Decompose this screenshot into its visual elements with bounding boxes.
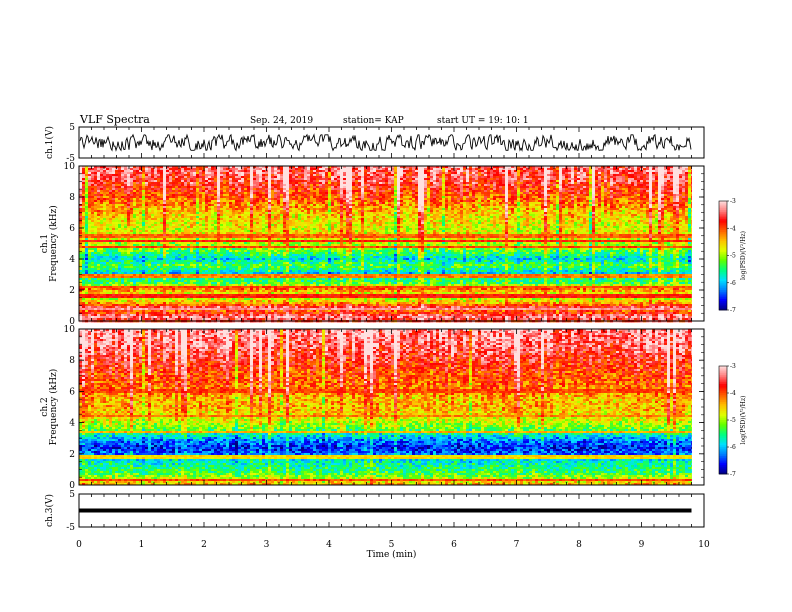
ch1-spectrogram-ytick-label: 6 bbox=[69, 224, 75, 234]
colorbar-label: log(PSD)(V²/Hz) bbox=[740, 396, 747, 445]
time-axis-label: Time (min) bbox=[367, 549, 417, 560]
time-tick-label: 9 bbox=[639, 540, 645, 550]
ch3-waveform-ytick-label: -5 bbox=[66, 523, 75, 533]
observation-date: Sep. 24, 2019 bbox=[250, 116, 313, 126]
ch3-waveform-trace bbox=[79, 509, 692, 513]
time-tick-label: 3 bbox=[264, 540, 270, 550]
time-tick-label: 2 bbox=[201, 540, 207, 550]
ch2-spectrogram-ylabel: Frequency (kHz) bbox=[48, 369, 59, 446]
ch2-spectrogram-ytick-label: 4 bbox=[69, 419, 75, 429]
colorbar-tick-label: -5 bbox=[730, 253, 736, 260]
time-tick-label: 4 bbox=[326, 540, 332, 550]
time-tick-label: 8 bbox=[576, 540, 582, 550]
ch1-waveform-ylabel: ch.1(V) bbox=[44, 126, 55, 159]
colorbar-tick-label: -3 bbox=[730, 198, 736, 205]
ch2-spectrogram-image bbox=[79, 329, 692, 485]
ch2-spectrogram-ytick-label: 8 bbox=[69, 356, 75, 366]
ch2-spectrogram-ytick-label: 10 bbox=[64, 325, 76, 335]
time-tick-label: 10 bbox=[698, 540, 710, 550]
colorbar-tick-label: -6 bbox=[730, 444, 736, 451]
time-tick-label: 5 bbox=[389, 540, 395, 550]
ch1-spectrogram-ytick-label: 8 bbox=[69, 193, 75, 203]
time-tick-label: 6 bbox=[451, 540, 457, 550]
colorbar-tick-label: -4 bbox=[730, 225, 736, 232]
ch1-spectrogram-ytick-label: 4 bbox=[69, 255, 75, 265]
time-tick-label: 1 bbox=[139, 540, 145, 550]
station-label: station= KAP bbox=[343, 116, 404, 126]
time-tick-label: 0 bbox=[76, 540, 82, 550]
colorbar-tick-label: -7 bbox=[730, 307, 736, 314]
ch3-waveform-ylabel: ch.3(V) bbox=[44, 494, 55, 527]
colorbar-label: log(PSD)(V²/Hz) bbox=[740, 231, 747, 280]
ch1-waveform-ytick-label: 5 bbox=[69, 123, 75, 133]
ch1-spectrogram-ytick-label: 2 bbox=[69, 286, 75, 296]
colorbar-tick-label: -3 bbox=[730, 363, 736, 370]
ch3-waveform-ytick-label: 5 bbox=[69, 490, 75, 500]
ch2-spectrogram-ytick-label: 6 bbox=[69, 387, 75, 397]
colorbar-tick-label: -7 bbox=[730, 471, 736, 478]
ch1-spectrogram-ytick-label: 10 bbox=[64, 162, 76, 172]
colorbar-tick-label: -5 bbox=[730, 417, 736, 424]
start-time-label: start UT = 19: 10: 1 bbox=[437, 116, 529, 126]
colorbar-tick-label: -6 bbox=[730, 280, 736, 287]
ch1-spectrogram-ylabel: Frequency (kHz) bbox=[48, 205, 59, 282]
figure-title: VLF Spectra bbox=[79, 113, 150, 126]
ch1-spectrogram-image bbox=[79, 166, 692, 322]
ch2-spectrogram-ytick-label: 2 bbox=[69, 450, 75, 460]
colorbar-tick-label: -4 bbox=[730, 390, 736, 397]
time-tick-label: 7 bbox=[514, 540, 520, 550]
